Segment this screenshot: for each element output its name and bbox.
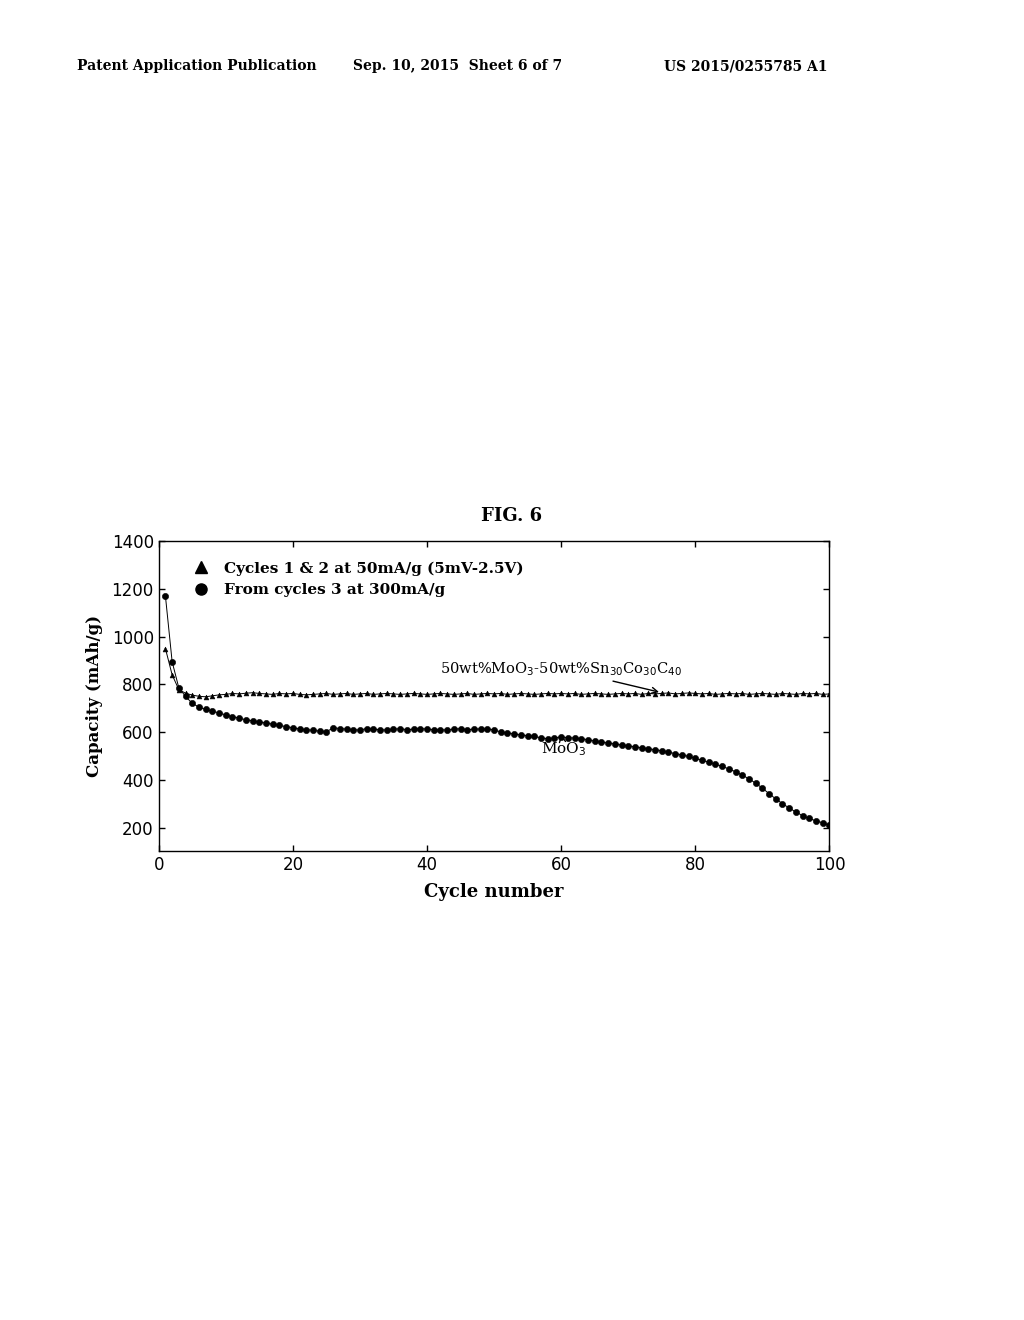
Y-axis label: Capacity (mAh/g): Capacity (mAh/g) [86, 615, 103, 777]
X-axis label: Cycle number: Cycle number [424, 883, 564, 900]
Text: FIG. 6: FIG. 6 [481, 507, 543, 525]
Text: 50wt%MoO$_3$-50wt%Sn$_{30}$Co$_{30}$C$_{40}$: 50wt%MoO$_3$-50wt%Sn$_{30}$Co$_{30}$C$_{… [440, 660, 682, 693]
Text: Patent Application Publication: Patent Application Publication [77, 59, 316, 74]
Text: MoO$_3$: MoO$_3$ [541, 737, 587, 758]
Legend: Cycles 1 & 2 at 50mA/g (5mV-2.5V), From cycles 3 at 300mA/g: Cycles 1 & 2 at 50mA/g (5mV-2.5V), From … [180, 554, 529, 603]
Text: US 2015/0255785 A1: US 2015/0255785 A1 [664, 59, 827, 74]
Text: Sep. 10, 2015  Sheet 6 of 7: Sep. 10, 2015 Sheet 6 of 7 [353, 59, 562, 74]
